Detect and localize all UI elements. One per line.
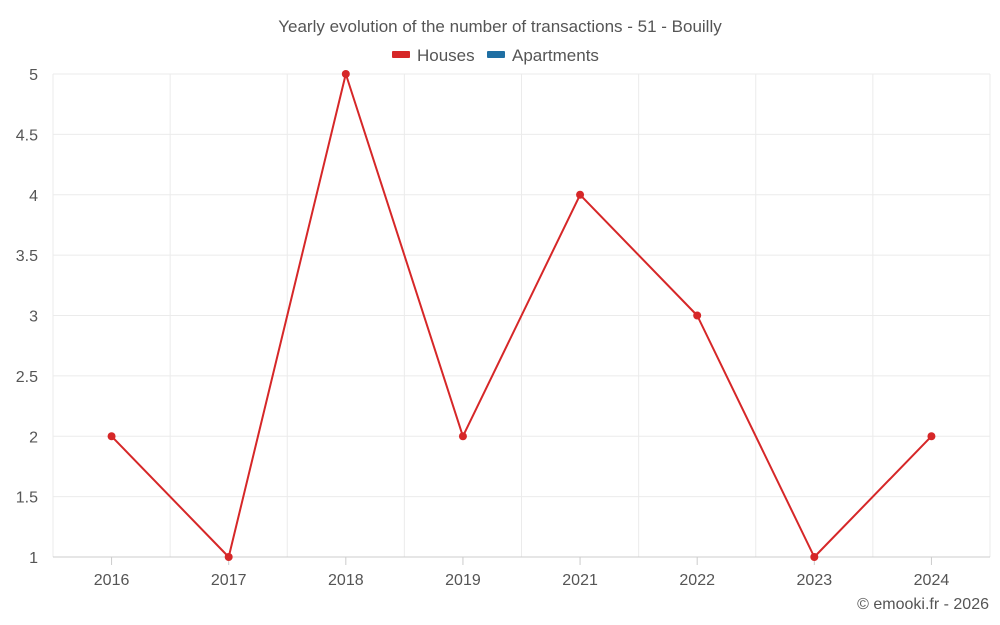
data-point-houses[interactable] — [341, 70, 350, 78]
y-tick-label: 3 — [29, 309, 38, 326]
chart-title: Yearly evolution of the number of transa… — [278, 17, 722, 36]
data-point-houses[interactable] — [107, 432, 116, 441]
y-tick-label: 2.5 — [16, 369, 38, 386]
data-point-houses[interactable] — [693, 311, 702, 320]
data-point-houses[interactable] — [576, 190, 585, 199]
x-tick-label: 2024 — [914, 572, 950, 589]
credit-text: © emooki.fr - 2026 — [857, 596, 989, 613]
data-point-houses[interactable] — [224, 553, 233, 561]
x-tick-label: 2018 — [328, 572, 364, 589]
x-tick-label: 2021 — [562, 572, 598, 589]
x-tick-label: 2019 — [445, 572, 481, 589]
y-tick-label: 4.5 — [16, 127, 38, 144]
y-tick-label: 2 — [29, 429, 38, 446]
series-line-houses — [110, 73, 933, 558]
legend-label-apartments: Apartments — [512, 46, 599, 65]
legend-label-houses: Houses — [417, 46, 475, 65]
legend-item-houses[interactable]: Houses — [392, 46, 475, 65]
legend: Houses Apartments — [392, 46, 599, 65]
y-axis-ticks: 1 1.5 2 2.5 3 3.5 4 4.5 5 — [16, 67, 38, 567]
y-tick-label: 1.5 — [16, 490, 38, 507]
data-point-houses[interactable] — [810, 553, 819, 561]
legend-swatch-houses — [392, 51, 410, 58]
legend-swatch-apartments — [487, 51, 505, 58]
y-tick-label: 3.5 — [16, 248, 38, 265]
series — [107, 70, 936, 561]
x-tick-label: 2016 — [94, 572, 130, 589]
y-tick-label: 5 — [29, 67, 38, 84]
legend-item-apartments[interactable]: Apartments — [487, 46, 599, 65]
x-tick-label: 2022 — [679, 572, 715, 589]
x-axis-ticks: 2016 2017 2018 2019 2021 2022 2023 2024 — [94, 557, 950, 589]
x-tick-label: 2017 — [211, 572, 247, 589]
data-point-houses[interactable] — [927, 432, 936, 441]
y-tick-label: 4 — [29, 188, 38, 205]
data-point-houses[interactable] — [458, 432, 467, 441]
y-tick-label: 1 — [29, 550, 38, 567]
x-tick-label: 2023 — [797, 572, 833, 589]
